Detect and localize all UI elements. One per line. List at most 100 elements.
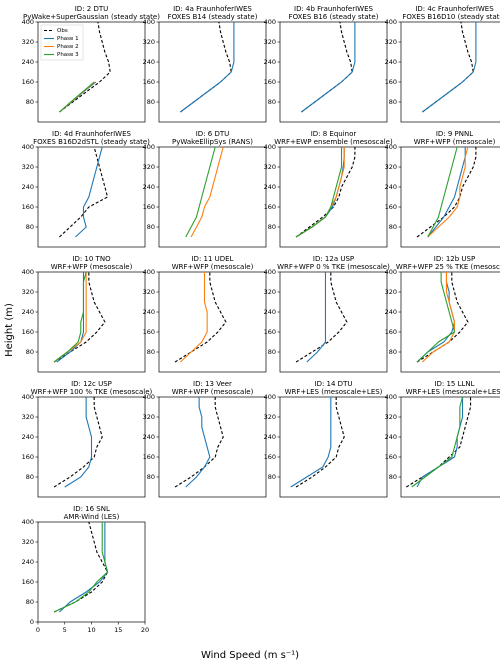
y-tick-label: 240 (385, 58, 397, 66)
panel-subtitle: FOXES B16D2dSTL (steady state) (33, 138, 150, 146)
y-tick-label: 320 (143, 413, 155, 421)
y-tick-label: 80 (147, 473, 155, 481)
panel-subtitle: PyWakeEllipSys (RANS) (172, 138, 253, 146)
panel-subtitle: FOXES B16D10 (steady state) (402, 13, 500, 21)
panel-subtitle: PyWake+SuperGaussian (steady state) (23, 13, 160, 21)
profile-line (185, 397, 211, 488)
profile-line (180, 22, 235, 113)
panel-title: ID: 4c FraunhoferIWES (415, 5, 494, 13)
profile-line (427, 146, 469, 238)
y-tick-label: 80 (268, 98, 276, 106)
y-tick-label: 0 (30, 618, 34, 626)
y-tick-label: 400 (264, 143, 276, 151)
y-tick-label: 160 (385, 203, 397, 211)
profile-line (295, 147, 345, 238)
panel-subtitle: FOXES B14 (steady state) (168, 13, 258, 21)
y-tick-label: 400 (264, 268, 276, 276)
y-tick-label: 240 (264, 183, 276, 191)
panel-subtitle: WRF+WFP 25 % TKE (mesoscale) (396, 263, 500, 271)
y-tick-label: 400 (264, 18, 276, 26)
y-tick-label: 320 (385, 38, 397, 46)
profile-line (56, 272, 85, 363)
y-tick-label: 160 (143, 78, 155, 86)
y-tick-label: 320 (264, 38, 276, 46)
y-tick-label: 80 (147, 98, 155, 106)
profile-line (290, 397, 332, 488)
profile-line (422, 21, 474, 113)
panel-title: ID: 12b USP (434, 255, 475, 263)
plot-area (279, 21, 388, 123)
y-tick-label: 320 (22, 163, 34, 171)
panel-title: ID: 9 PNNL (436, 130, 473, 138)
y-tick-label: 400 (264, 393, 276, 401)
y-tick-label: 160 (22, 578, 34, 586)
profile-line (422, 22, 477, 113)
y-tick-label: 80 (389, 348, 397, 356)
plot-area (37, 271, 146, 373)
profile-line (59, 146, 109, 238)
profile-line (416, 147, 477, 238)
plot-area (158, 146, 267, 248)
profile-line (53, 521, 109, 613)
panel-title: ID: 16 SNL (73, 505, 110, 513)
panel-title: ID: 14 DTU (315, 380, 353, 388)
y-tick-label: 400 (22, 268, 34, 276)
profile-line (64, 397, 93, 488)
x-tick-label: 15 (114, 626, 122, 634)
y-tick-label: 160 (385, 78, 397, 86)
x-tick-label: 5 (63, 626, 67, 634)
y-tick-label: 80 (26, 348, 34, 356)
plot-area (158, 21, 267, 123)
y-tick-label: 320 (143, 288, 155, 296)
x-axis-label: Wind Speed (m s⁻¹) (201, 650, 299, 661)
panel-subtitle: FOXES B16 (steady state) (289, 13, 379, 21)
profile-line (59, 21, 111, 113)
y-tick-label: 160 (385, 328, 397, 336)
x-tick-label: 10 (87, 626, 95, 634)
panel-title: ID: 2 DTU (75, 5, 109, 13)
y-tick-label: 400 (385, 393, 397, 401)
y-tick-label: 320 (22, 38, 34, 46)
legend-label: Phase 3 (57, 52, 79, 58)
y-tick-label: 400 (385, 143, 397, 151)
y-tick-label: 160 (385, 453, 397, 461)
profile-line (53, 271, 87, 363)
y-tick-label: 400 (143, 268, 155, 276)
profile-line (174, 397, 224, 488)
profile-line (185, 146, 216, 238)
y-tick-label: 400 (22, 143, 34, 151)
panel-subtitle: WRF+LES (mesoscale+LES) (406, 388, 500, 396)
panel-title: ID: 4a FraunhoferIWES (173, 5, 252, 13)
panel-title: ID: 12a USP (313, 255, 354, 263)
y-tick-label: 400 (385, 18, 397, 26)
y-tick-label: 400 (22, 518, 34, 526)
profile-line (53, 522, 109, 613)
panel-title: ID: 15 LLNL (434, 380, 474, 388)
y-tick-label: 320 (22, 413, 34, 421)
y-tick-label: 160 (264, 453, 276, 461)
y-tick-label: 320 (385, 413, 397, 421)
profile-line (416, 272, 469, 363)
y-tick-label: 80 (147, 223, 155, 231)
y-tick-label: 160 (264, 78, 276, 86)
y-tick-label: 240 (264, 58, 276, 66)
y-tick-label: 320 (143, 38, 155, 46)
y-tick-label: 240 (385, 308, 397, 316)
y-tick-label: 240 (143, 183, 155, 191)
profile-line (295, 397, 345, 488)
y-tick-label: 400 (22, 393, 34, 401)
panel-title: ID: 12c USP (71, 380, 112, 388)
plot-area (37, 521, 146, 623)
panel-title: ID: 4b FraunhoferIWES (294, 5, 373, 13)
y-tick-label: 400 (143, 18, 155, 26)
y-tick-label: 160 (264, 328, 276, 336)
plot-area (37, 146, 146, 248)
y-tick-label: 320 (143, 163, 155, 171)
profile-line (75, 146, 103, 238)
profile-line (427, 146, 458, 238)
plot-area (37, 396, 146, 498)
profile-line (174, 272, 227, 363)
y-tick-label: 80 (389, 223, 397, 231)
y-tick-label: 240 (22, 308, 34, 316)
